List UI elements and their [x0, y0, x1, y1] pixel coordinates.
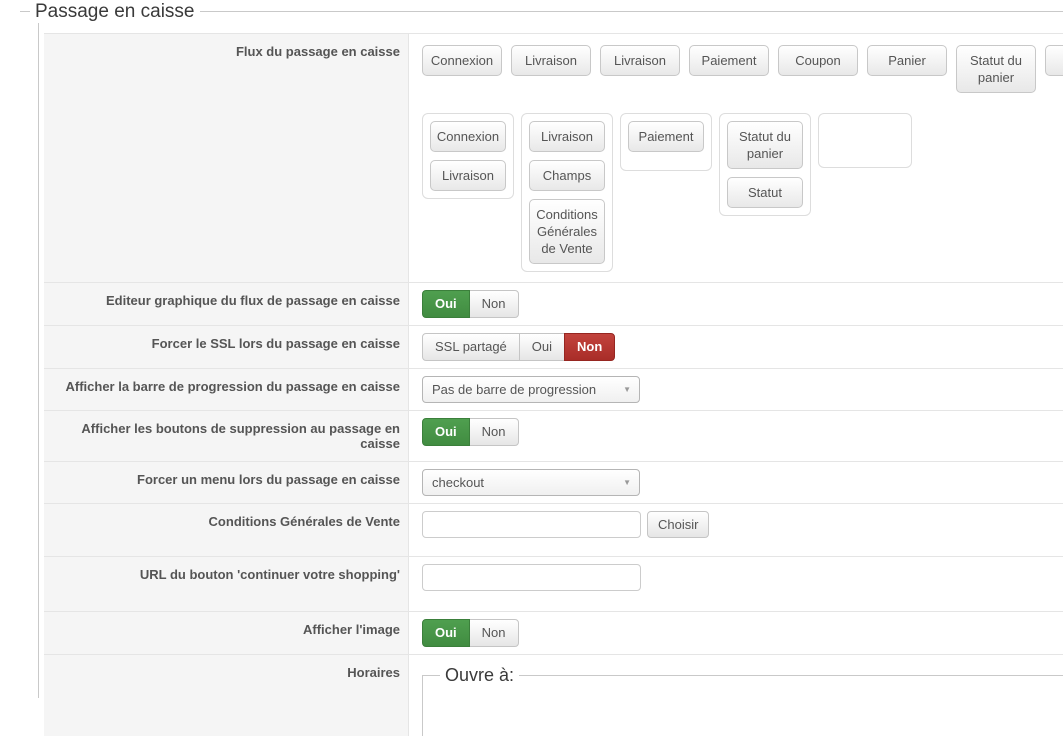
flow-block-champs[interactable]: Champs [529, 160, 605, 191]
table-row: Horaires Ouvre à: [44, 655, 1063, 736]
flow-group-3: Paiement [620, 113, 712, 171]
flow-step-button-connexion[interactable]: Connexion [422, 45, 502, 76]
flow-block-livraison-2[interactable]: Livraison [529, 121, 605, 152]
table-row: Forcer un menu lors du passage en caisse… [44, 462, 1063, 504]
flow-block-paiement[interactable]: Paiement [628, 121, 704, 152]
row-label-checkout-flow: Flux du passage en caisse [44, 34, 408, 282]
flow-group-2: Livraison Champs Conditions Générales de… [521, 113, 613, 272]
row-label-cgv: Conditions Générales de Vente [44, 504, 408, 556]
toggle-option-ssl-partage[interactable]: SSL partagé [422, 333, 520, 361]
toggle-option-oui[interactable]: Oui [422, 619, 470, 647]
row-label-show-image: Afficher l'image [44, 612, 408, 654]
table-row: URL du bouton 'continuer votre shopping' [44, 557, 1063, 612]
row-label-graphic-editor: Editeur graphique du flux de passage en … [44, 283, 408, 325]
checkout-flow-step-list: Connexion Livraison Livraison Paiement C… [422, 45, 1063, 93]
table-row: Afficher la barre de progression du pass… [44, 369, 1063, 411]
choose-button[interactable]: Choisir [647, 511, 710, 538]
toggle-option-non[interactable]: Non [468, 619, 519, 647]
graphic-editor-toggle: Oui Non [422, 290, 519, 318]
checkout-flow-editor: Connexion Livraison Livraison Champs Con… [422, 113, 1063, 272]
opens-at-legend: Ouvre à: [440, 664, 520, 687]
chevron-down-icon: ▼ [623, 478, 631, 487]
toggle-option-oui[interactable]: Oui [422, 290, 470, 318]
cgv-input[interactable] [422, 511, 641, 538]
row-label-force-ssl: Forcer le SSL lors du passage en caisse [44, 326, 408, 368]
continue-shopping-url-input[interactable] [422, 564, 641, 591]
delete-buttons-toggle: Oui Non [422, 418, 519, 446]
flow-block-livraison[interactable]: Livraison [430, 160, 506, 191]
row-label-force-menu: Forcer un menu lors du passage en caisse [44, 462, 408, 503]
flow-step-button-livraison-2[interactable]: Livraison [600, 45, 680, 76]
force-ssl-toggle: SSL partagé Oui Non [422, 333, 616, 361]
fieldset-border-left [38, 11, 39, 698]
flow-step-button-coupon[interactable]: Coupon [778, 45, 858, 76]
flow-block-statut[interactable]: Statut [727, 177, 803, 208]
row-label-continue-url: URL du bouton 'continuer votre shopping' [44, 557, 408, 611]
show-image-toggle: Oui Non [422, 619, 519, 647]
table-row: Flux du passage en caisse Connexion Livr… [44, 34, 1063, 283]
table-row: Forcer le SSL lors du passage en caisse … [44, 326, 1063, 369]
flow-block-cgv[interactable]: Conditions Générales de Vente [529, 199, 605, 264]
page-title: Passage en caisse [30, 0, 200, 23]
progress-bar-selected-value: Pas de barre de progression [432, 382, 597, 397]
toggle-option-non[interactable]: Non [468, 418, 519, 446]
chevron-down-icon: ▼ [623, 385, 631, 394]
toggle-option-oui[interactable]: Oui [422, 418, 470, 446]
flow-step-button-livraison-1[interactable]: Livraison [511, 45, 591, 76]
force-menu-selected-value: checkout [432, 475, 485, 490]
toggle-option-non[interactable]: Non [564, 333, 616, 361]
toggle-option-oui[interactable]: Oui [518, 333, 566, 361]
flow-step-button-statut-panier[interactable]: Statut du panier [956, 45, 1036, 93]
flow-block-statut-panier[interactable]: Statut du panier [727, 121, 803, 169]
opens-at-fieldset: Ouvre à: [422, 664, 1063, 736]
flow-group-4: Statut du panier Statut [719, 113, 811, 216]
table-row: Editeur graphique du flux de passage en … [44, 283, 1063, 326]
table-row: Afficher les boutons de suppression au p… [44, 411, 1063, 462]
row-label-horaires: Horaires [44, 655, 408, 736]
force-menu-select[interactable]: checkout ▼ [422, 469, 640, 496]
flow-step-button-panier[interactable]: Panier [867, 45, 947, 76]
flow-group-1: Connexion Livraison [422, 113, 514, 199]
flow-step-button-partial[interactable] [1045, 45, 1063, 76]
fieldset-border-top [20, 11, 1063, 12]
progress-bar-select[interactable]: Pas de barre de progression ▼ [422, 376, 640, 403]
row-label-progress-bar: Afficher la barre de progression du pass… [44, 369, 408, 410]
row-label-delete-buttons: Afficher les boutons de suppression au p… [44, 411, 408, 461]
flow-block-connexion[interactable]: Connexion [430, 121, 506, 152]
flow-group-empty[interactable] [818, 113, 912, 168]
flow-step-button-paiement[interactable]: Paiement [689, 45, 769, 76]
table-row: Afficher l'image Oui Non [44, 612, 1063, 655]
checkout-settings-table: Flux du passage en caisse Connexion Livr… [44, 33, 1063, 736]
table-row: Conditions Générales de Vente Choisir [44, 504, 1063, 557]
toggle-option-non[interactable]: Non [468, 290, 519, 318]
